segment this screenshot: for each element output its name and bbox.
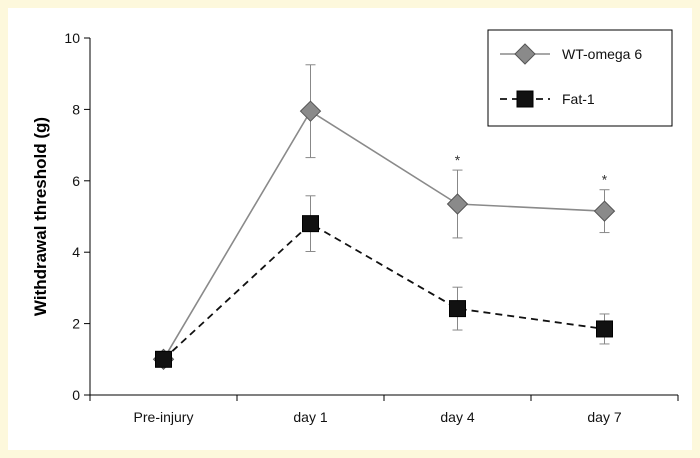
legend-marker bbox=[516, 90, 534, 108]
x-tick-label: day 7 bbox=[587, 409, 621, 425]
data-point bbox=[155, 350, 172, 368]
x-tick-label: day 1 bbox=[293, 409, 327, 425]
data-point bbox=[596, 320, 613, 338]
y-tick-label: 0 bbox=[72, 387, 80, 403]
x-tick-label: day 4 bbox=[440, 409, 474, 425]
legend-label: WT-omega 6 bbox=[562, 46, 642, 62]
y-tick-label: 8 bbox=[72, 101, 80, 117]
data-point bbox=[302, 215, 319, 233]
line-chart: 0 2 4 6 8 10 Pre-injury day 1 day 4 day 7 Withdraw… bbox=[31, 29, 679, 425]
data-point bbox=[446, 193, 469, 215]
data-point bbox=[449, 300, 466, 318]
data-point bbox=[299, 100, 322, 122]
y-axis-label: Withdrawal threshold (g) bbox=[31, 117, 50, 316]
x-tick-label: Pre-injury bbox=[134, 409, 194, 425]
significance-marker: * bbox=[455, 152, 461, 168]
chart-frame: 0 2 4 6 8 10 Pre-injury day 1 day 4 day 7 Withdraw… bbox=[8, 8, 692, 450]
y-tick-label: 4 bbox=[72, 244, 80, 260]
y-tick-label: 2 bbox=[72, 316, 80, 332]
significance-marker: * bbox=[602, 172, 608, 188]
series-line bbox=[162, 110, 605, 360]
y-tick-label: 6 bbox=[72, 173, 80, 189]
legend-marker bbox=[514, 43, 536, 65]
series-line bbox=[162, 222, 605, 360]
data-point bbox=[593, 200, 616, 222]
series-1 bbox=[158, 195, 610, 364]
y-tick-label: 10 bbox=[64, 30, 80, 46]
legend-box bbox=[487, 29, 673, 127]
legend-label: Fat-1 bbox=[562, 91, 595, 107]
